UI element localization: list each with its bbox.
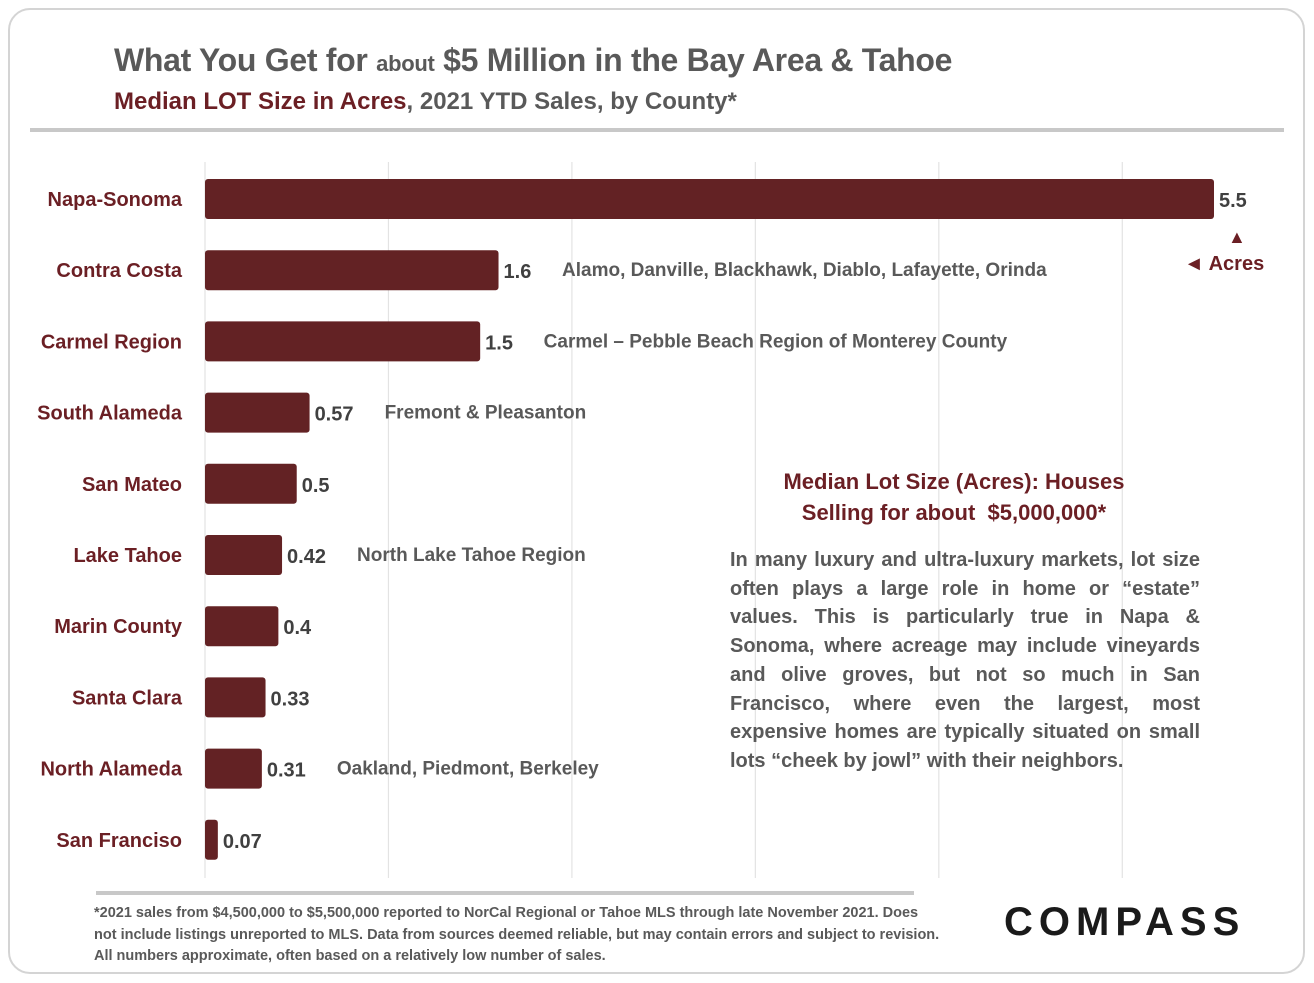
value-label: 0.57: [315, 404, 354, 426]
value-label: 1.5: [485, 332, 513, 354]
subtitle-accent: Median LOT Size in Acres: [114, 88, 407, 115]
info-title-line-1: Median Lot Size (Acres): Houses: [783, 469, 1125, 494]
bar-marin-county: [205, 606, 279, 647]
category-label: Santa Clara: [72, 687, 183, 709]
bar-napa-sonoma: [205, 179, 1214, 219]
value-label: 0.31: [267, 760, 306, 782]
bar-contra-costa: [205, 250, 499, 291]
category-label: Carmel Region: [41, 331, 182, 353]
value-label: 5.5: [1219, 190, 1247, 212]
chart-subtitle: Median LOT Size in Acres, 2021 YTD Sales…: [114, 88, 737, 116]
compass-logo: COMPASS: [1004, 900, 1246, 944]
bar-carmel-region: [205, 321, 481, 362]
footnote: *2021 sales from $4,500,000 to $5,500,00…: [94, 905, 940, 965]
chart-title: What You Get for about $5 Million in the…: [114, 42, 952, 79]
subtitle-rest: , 2021 YTD Sales, by County*: [406, 88, 737, 115]
title-part-1: What You Get for: [114, 42, 368, 78]
bar-lake-tahoe: [205, 535, 283, 575]
annotation-label: Carmel – Pebble Beach Region of Monterey…: [544, 331, 1008, 352]
bar-south-alameda: [205, 392, 310, 433]
category-label: Napa-Sonoma: [48, 189, 183, 211]
up-arrow-icon: ▲: [1228, 227, 1246, 247]
value-label: 0.33: [271, 688, 310, 710]
category-label: Marin County: [54, 616, 183, 638]
value-label: 1.6: [504, 261, 532, 283]
value-label: 0.4: [283, 617, 312, 639]
top-divider: [30, 128, 1284, 132]
category-label: San Franciso: [56, 830, 182, 852]
title-part-2: $5 Million in the Bay Area & Tahoe: [443, 42, 953, 78]
bar-santa-clara: [205, 677, 266, 718]
info-box-body: In many luxury and ultra-luxury markets,…: [730, 549, 1200, 772]
value-label: 0.5: [302, 475, 330, 497]
category-label: San Mateo: [82, 474, 182, 496]
info-title-line-2: Selling for about $5,000,000*: [801, 500, 1107, 525]
unit-label: ◄ Acres: [1184, 253, 1265, 275]
annotation-label: Fremont & Pleasanton: [385, 403, 587, 424]
annotation-label: North Lake Tahoe Region: [357, 545, 586, 566]
category-label: Lake Tahoe: [73, 545, 182, 567]
category-label: North Alameda: [40, 759, 182, 781]
info-box-title: Median Lot Size (Acres): Houses Selling …: [730, 466, 1178, 528]
value-label: 0.07: [223, 831, 262, 853]
bottom-divider: [96, 891, 914, 895]
bar-san-franciso: [205, 819, 218, 860]
category-label: Contra Costa: [56, 260, 182, 282]
annotation-label: Oakland, Piedmont, Berkeley: [337, 759, 599, 780]
bar-san-mateo: [205, 463, 297, 504]
category-label: South Alameda: [37, 403, 183, 425]
annotation-label: Alamo, Danville, Blackhawk, Diablo, Lafa…: [562, 260, 1047, 281]
value-label: 0.42: [287, 546, 326, 568]
bar-north-alameda: [205, 748, 262, 789]
title-small: about: [376, 51, 435, 76]
